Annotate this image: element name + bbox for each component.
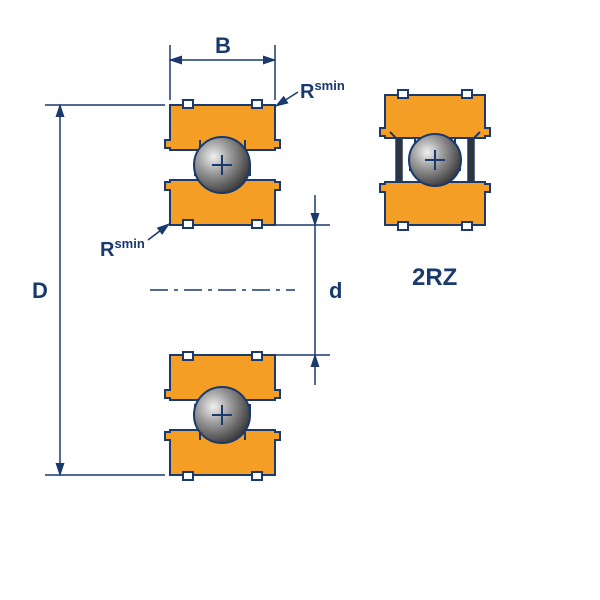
label-rsmin-top: Rsmin — [276, 78, 345, 106]
label-B: B — [215, 33, 231, 58]
dimension-D: D — [32, 105, 165, 475]
seal-right — [468, 132, 480, 182]
rsmin-side-sup: smin — [114, 236, 144, 251]
svg-text:Rsmin: Rsmin — [300, 78, 345, 103]
label-D: D — [32, 278, 48, 303]
rsmin-top-r: R — [300, 81, 315, 103]
rsmin-side-r: R — [100, 239, 115, 261]
rsmin-top-sup: smin — [314, 78, 344, 93]
seal-left — [390, 132, 402, 182]
second-bearing-section — [380, 90, 490, 230]
label-d: d — [329, 278, 342, 303]
label-rsmin-side: Rsmin — [100, 224, 169, 261]
main-bearing-section — [150, 100, 295, 480]
bearing-diagram: B D d Rsmin Rsmin 2RZ — [0, 0, 600, 600]
svg-text:Rsmin: Rsmin — [100, 236, 145, 261]
dimension-d: d — [275, 195, 342, 385]
type-label: 2RZ — [412, 264, 457, 291]
dimension-B: B — [170, 33, 275, 100]
